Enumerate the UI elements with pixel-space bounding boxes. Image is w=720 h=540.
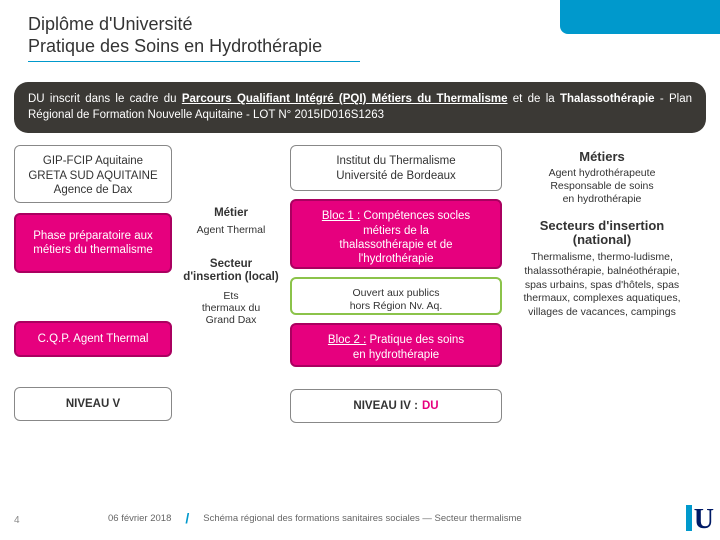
page-subtitle: Pratique des Soins en Hydrothérapie bbox=[28, 36, 692, 57]
column-center: Institut du ThermalismeUniversité de Bor… bbox=[290, 145, 502, 423]
label-metier: Métier bbox=[180, 207, 282, 219]
box-institut-thermalisme: Institut du ThermalismeUniversité de Bor… bbox=[290, 145, 502, 191]
accent-tab bbox=[560, 0, 720, 34]
context-banner: DU inscrit dans le cadre du Parcours Qua… bbox=[14, 82, 706, 133]
box-cqp: C.Q.P. Agent Thermal bbox=[14, 321, 172, 357]
banner-text: DU inscrit dans le cadre du Parcours Qua… bbox=[28, 93, 692, 121]
label-secteur-local: Secteur d'insertion (local) bbox=[180, 258, 282, 284]
university-logo: U bbox=[686, 504, 714, 536]
text-metiers: Agent hydrothérapeuteResponsable de soin… bbox=[510, 167, 694, 206]
footer-date: 06 février 2018 bbox=[108, 513, 171, 524]
label-secteurs-national: Secteurs d'insertion (national) bbox=[510, 219, 694, 249]
box-niveau-v: NIVEAU V bbox=[14, 387, 172, 421]
box-bloc1: Bloc 1 : Compétences socles métiers de l… bbox=[290, 199, 502, 269]
label-agent-thermal: Agent Thermal bbox=[180, 224, 282, 236]
diagram-grid: GIP-FCIP AquitaineGRETA SUD AQUITAINEAge… bbox=[0, 145, 720, 423]
footer: 06 février 2018 / Schéma régional des fo… bbox=[80, 496, 550, 534]
box-niveau-iv: NIVEAU IV : DU bbox=[290, 389, 502, 423]
text-secteurs: Thermalisme, thermo-ludisme, thalassothé… bbox=[510, 251, 694, 319]
label-metiers: Métiers bbox=[510, 149, 694, 164]
box-ouvert-publics: Ouvert aux publicshors Région Nv. Aq. bbox=[290, 277, 502, 315]
separator-icon: / bbox=[185, 510, 189, 526]
box-gip-fcip: GIP-FCIP AquitaineGRETA SUD AQUITAINEAge… bbox=[14, 145, 172, 203]
box-bloc2: Bloc 2 : Pratique des soins en hydrothér… bbox=[290, 323, 502, 367]
column-left: GIP-FCIP AquitaineGRETA SUD AQUITAINEAge… bbox=[14, 145, 172, 423]
header: Diplôme d'Université Pratique des Soins … bbox=[0, 0, 720, 72]
column-right: Métiers Agent hydrothérapeuteResponsable… bbox=[510, 145, 694, 423]
footer-caption: Schéma régional des formations sanitaire… bbox=[203, 513, 521, 524]
page-number: 4 bbox=[14, 515, 20, 526]
box-phase-preparatoire: Phase préparatoire auxmétiers du thermal… bbox=[14, 213, 172, 273]
column-mid-labels: Métier Agent Thermal Secteur d'insertion… bbox=[180, 145, 282, 423]
title-underline bbox=[28, 61, 360, 63]
label-ets: Etsthermaux duGrand Dax bbox=[180, 290, 282, 326]
